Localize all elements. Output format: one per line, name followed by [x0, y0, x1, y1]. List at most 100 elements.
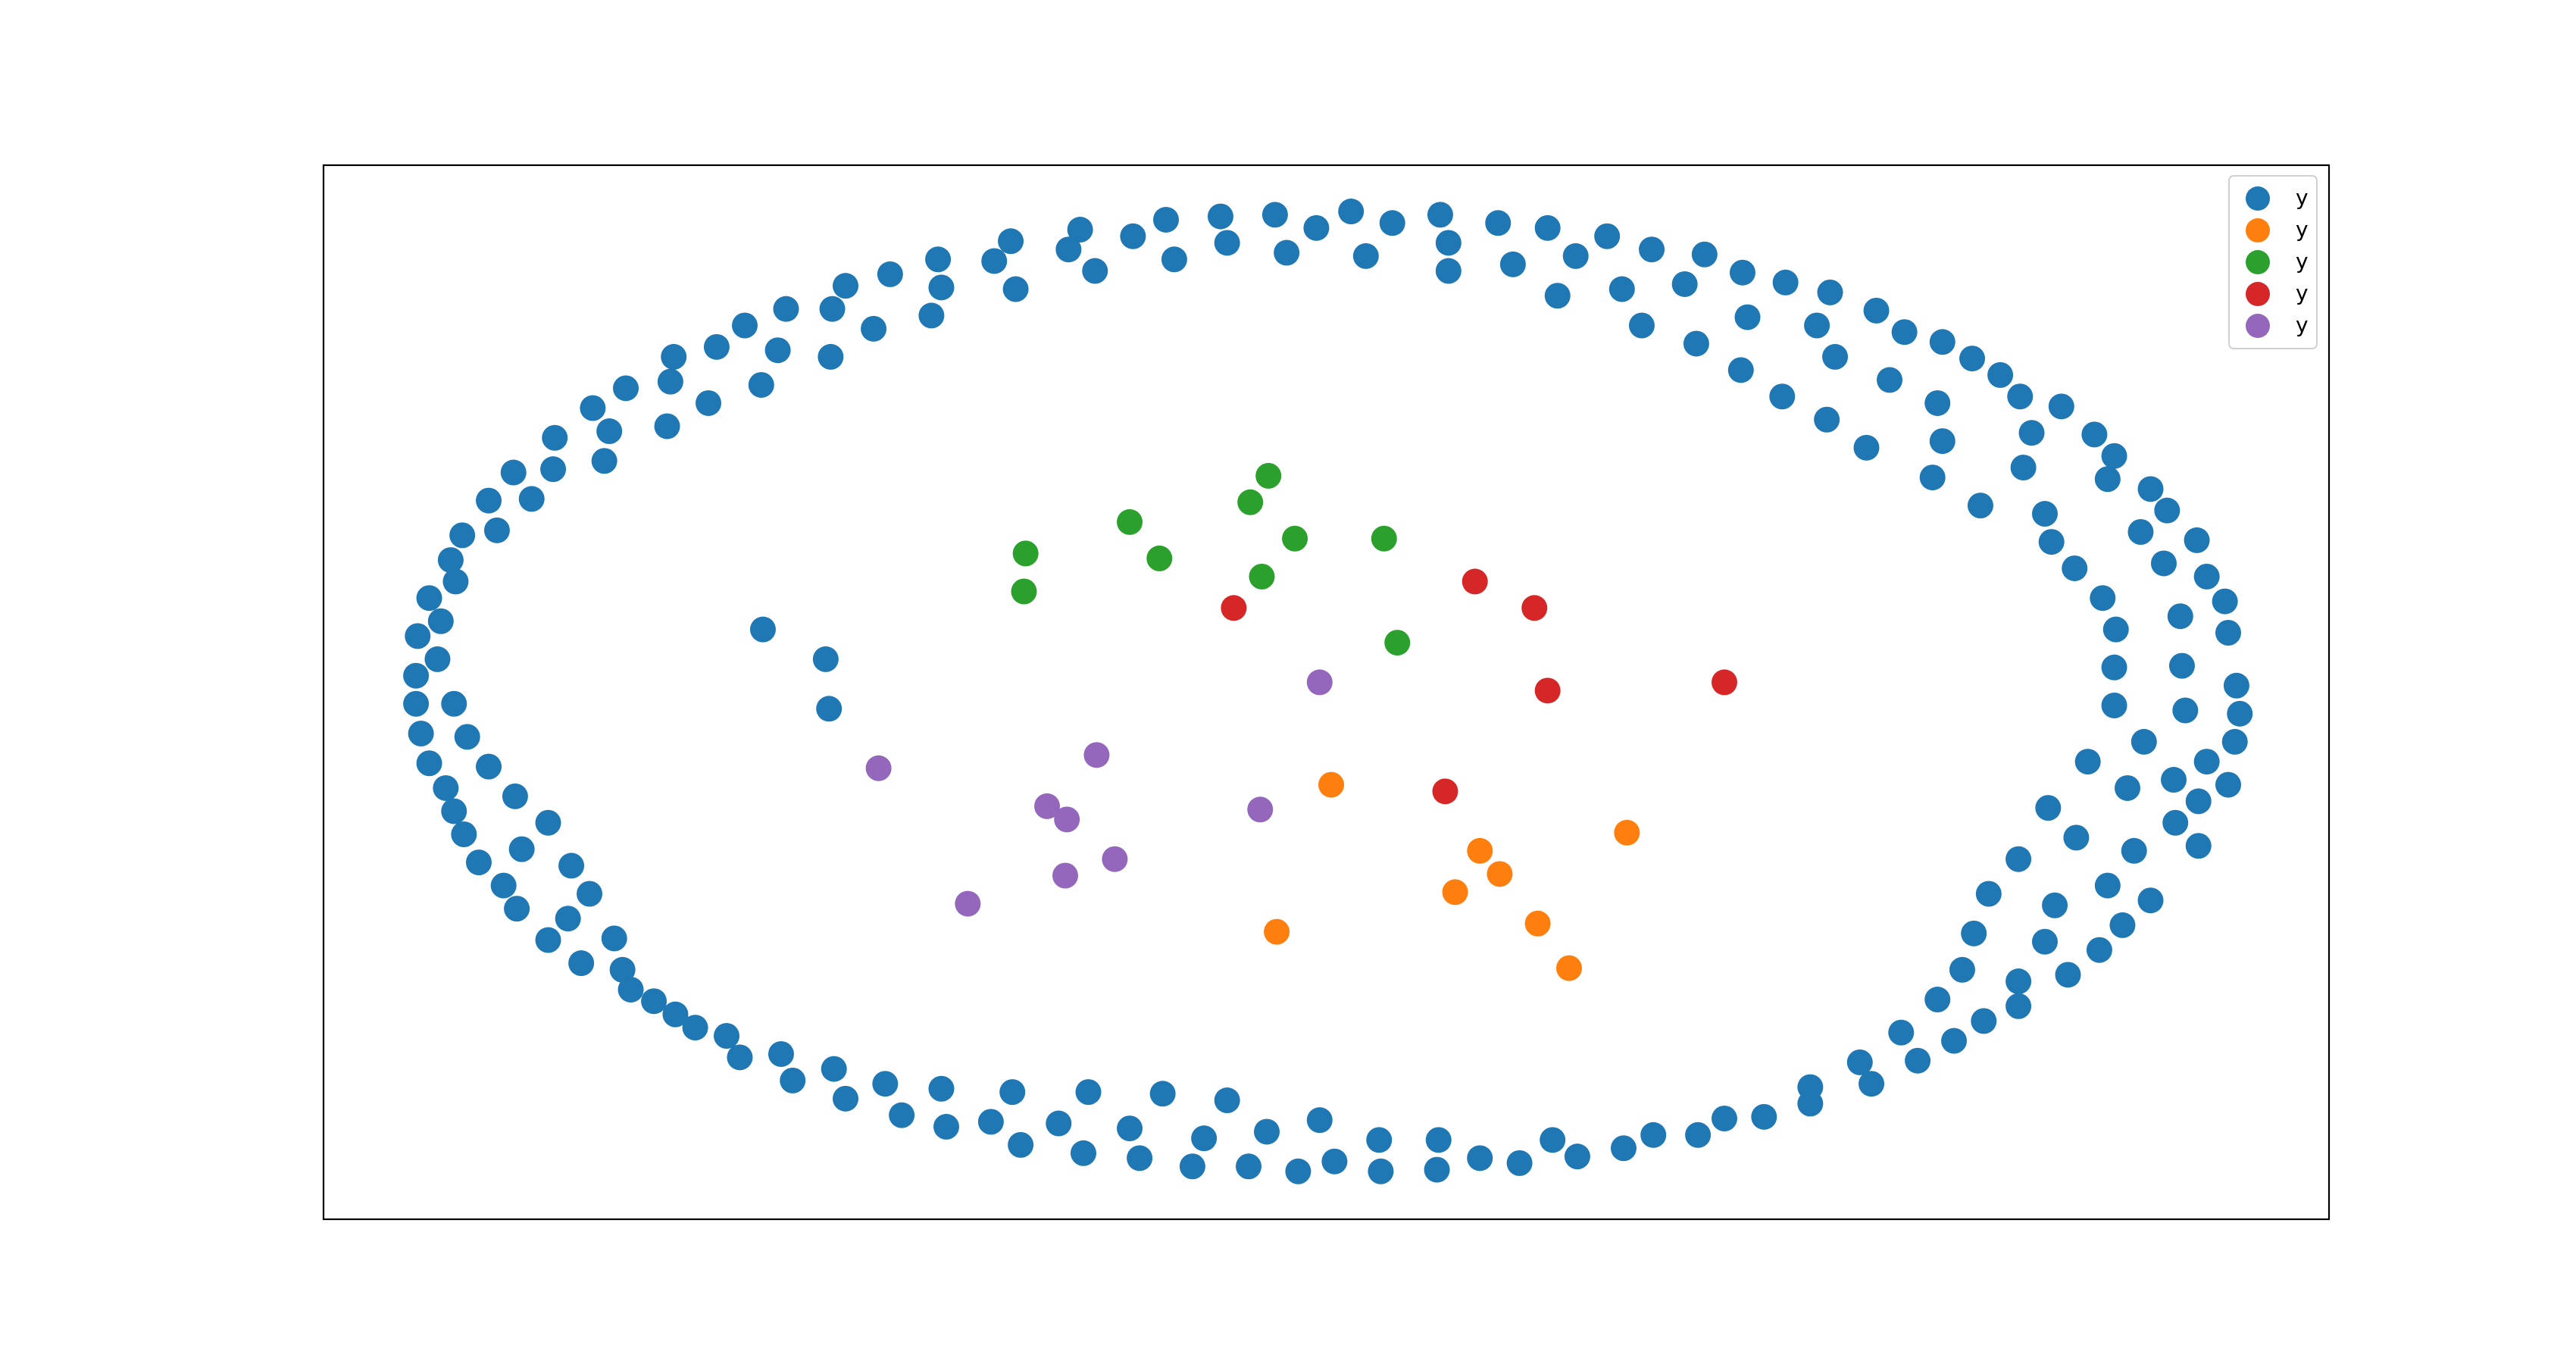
- scatter-point: [2081, 421, 2108, 448]
- scatter-point: [2090, 585, 2116, 612]
- scatter-point: [1711, 669, 1737, 696]
- scatter-point: [1863, 297, 1890, 324]
- scatter-point: [518, 486, 545, 512]
- scatter-point: [577, 881, 603, 907]
- scatter-point: [955, 890, 981, 917]
- scatter-point: [2137, 887, 2164, 914]
- scatter-point: [1384, 630, 1411, 656]
- scatter-point: [1153, 206, 1180, 233]
- scatter-point: [2193, 563, 2220, 590]
- scatter-point: [999, 1079, 1026, 1106]
- scatter-point: [812, 646, 839, 672]
- scatter-point: [2094, 872, 2121, 899]
- scatter-point: [1797, 1074, 1824, 1100]
- scatter-point: [1117, 1115, 1143, 1142]
- scatter-point: [2035, 795, 2062, 821]
- legend-label: y: [2296, 185, 2309, 210]
- scatter-point: [1127, 1145, 1153, 1172]
- scatter-point: [1102, 846, 1128, 872]
- scatter-point: [2055, 962, 2081, 988]
- scatter-point: [1888, 1019, 1915, 1046]
- scatter-point: [732, 312, 758, 339]
- scatter-point: [1891, 319, 1918, 346]
- scatter-point: [1959, 346, 1986, 372]
- scatter-point: [465, 849, 492, 876]
- scatter-point: [1254, 1118, 1280, 1145]
- scatter-point: [872, 1071, 899, 1097]
- scatter-point: [1691, 241, 1718, 267]
- scatter-point: [1435, 258, 1462, 284]
- scatter-point: [2184, 527, 2210, 553]
- scatter-point: [476, 487, 502, 514]
- scatter-point: [1685, 1122, 1712, 1148]
- scatter-point: [1075, 1079, 1102, 1106]
- scatter-point: [2221, 728, 2248, 755]
- scatter-point: [889, 1102, 915, 1128]
- scatter-point: [441, 690, 467, 717]
- scatter-point: [1191, 1125, 1218, 1152]
- scatter-point: [696, 389, 722, 416]
- scatter-point: [1011, 578, 1037, 605]
- scatter-point: [1054, 806, 1080, 833]
- scatter-point: [861, 315, 887, 342]
- scatter-point: [1628, 312, 1655, 339]
- scatter-point: [2038, 529, 2065, 555]
- scatter-point: [662, 1001, 689, 1028]
- scatter-point: [925, 246, 952, 273]
- scatter-point: [1772, 269, 1799, 296]
- scatter-point: [1249, 563, 1275, 590]
- scatter-point: [2031, 928, 2058, 955]
- scatter-point: [2102, 616, 2129, 643]
- scatter-point: [2086, 937, 2112, 963]
- scatter-point: [2127, 519, 2154, 546]
- scatter-point: [2074, 749, 2101, 775]
- scatter-point: [1371, 525, 1397, 552]
- scatter-point: [1846, 1049, 1873, 1075]
- scatter-point: [977, 1109, 1004, 1135]
- scatter-point: [1467, 837, 1493, 864]
- scatter-point: [1034, 793, 1061, 819]
- scatter-point: [767, 1040, 794, 1067]
- scatter-point: [596, 418, 623, 445]
- scatter-point: [483, 517, 510, 543]
- scatter-point: [661, 343, 687, 370]
- scatter-point: [1949, 956, 1975, 983]
- scatter-point: [877, 261, 903, 287]
- legend-marker: [2246, 314, 2270, 338]
- scatter-point: [1083, 742, 1110, 768]
- scatter-point: [918, 302, 945, 329]
- scatter-point: [1817, 279, 1843, 305]
- legend-label: y: [2296, 312, 2309, 337]
- scatter-point: [1264, 918, 1290, 945]
- legend-label: y: [2296, 249, 2309, 274]
- scatter-point: [1961, 920, 1987, 946]
- scatter-point: [1366, 1127, 1393, 1153]
- scatter-point: [2131, 728, 2157, 755]
- plot-frame: [322, 164, 2331, 1221]
- scatter-point: [1564, 1143, 1590, 1170]
- scatter-point: [437, 547, 464, 574]
- scatter-point: [2121, 837, 2147, 864]
- scatter-point: [1306, 669, 1333, 696]
- legend-marker: [2246, 186, 2270, 211]
- scatter-point: [1941, 1028, 1968, 1054]
- scatter-point: [1544, 283, 1571, 309]
- scatter-point: [1002, 276, 1029, 302]
- scatter-point: [1751, 1103, 1777, 1130]
- scatter-point: [1247, 796, 1274, 823]
- scatter-point: [2042, 892, 2068, 918]
- scatter-point: [449, 522, 476, 549]
- scatter-point: [1117, 508, 1143, 535]
- scatter-point: [1769, 383, 1796, 410]
- scatter-point: [748, 371, 774, 398]
- legend-box: [2228, 175, 2318, 349]
- scatter-point: [1321, 1148, 1348, 1175]
- scatter-point: [2185, 833, 2212, 859]
- scatter-point: [2168, 652, 2195, 679]
- scatter-point: [1149, 1081, 1176, 1107]
- scatter-point: [1120, 223, 1146, 249]
- scatter-point: [1442, 879, 1468, 906]
- scatter-point: [617, 976, 644, 1003]
- scatter-point: [1221, 595, 1247, 621]
